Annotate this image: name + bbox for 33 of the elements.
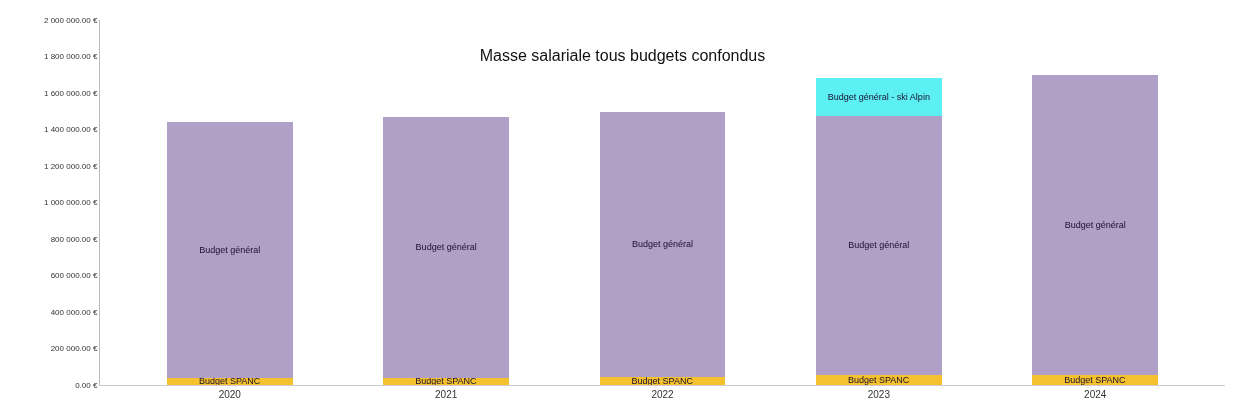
text: Budget général bbox=[848, 240, 910, 251]
x-tick-label: 2021 bbox=[435, 389, 458, 400]
text: Budget SPANC bbox=[631, 375, 693, 386]
y-tick-label: 200 000.00 € bbox=[50, 344, 98, 354]
y-tick-label: 1 800 000.00 € bbox=[44, 52, 98, 62]
y-tick-label: 800 000.00 € bbox=[50, 234, 98, 244]
y-tick-label: 1 200 000.00 € bbox=[44, 161, 98, 171]
text: Budget général bbox=[199, 244, 261, 255]
x-tick-label: 2022 bbox=[651, 389, 675, 400]
bar bbox=[599, 112, 726, 377]
text: Budget SPANC bbox=[198, 376, 261, 387]
y-tick-label: 1 400 000.00 € bbox=[44, 125, 98, 135]
y-tick-label: 600 000.00 € bbox=[50, 271, 98, 281]
y-tick-label: 1 600 000.00 € bbox=[44, 88, 98, 98]
series-label: Budget général - ski Alpin bbox=[827, 91, 930, 102]
text: Masse salariale tous budgets confondus bbox=[479, 47, 766, 64]
bar bbox=[167, 122, 293, 378]
y-tick-label: 1 000 000.00 € bbox=[44, 198, 98, 208]
y-tick-label: 2 000 000.00 € bbox=[44, 15, 98, 25]
x-tick-label: 2020 bbox=[218, 389, 242, 400]
bar bbox=[383, 116, 509, 378]
x-tick-label: 2023 bbox=[867, 389, 891, 400]
series-label: Budget SPANC bbox=[847, 374, 910, 385]
bar bbox=[816, 78, 942, 116]
bar bbox=[816, 115, 942, 375]
series-label: Budget général bbox=[415, 242, 477, 253]
text: Budget général bbox=[631, 239, 694, 250]
y-tick-label: 0.00 € bbox=[75, 380, 98, 390]
x-tick-label: 2024 bbox=[1084, 389, 1107, 400]
text: Budget SPANC bbox=[1064, 374, 1126, 385]
bar bbox=[1032, 74, 1158, 375]
y-tick-label: 400 000.00 € bbox=[50, 307, 98, 317]
text: Budget général bbox=[1064, 219, 1126, 230]
